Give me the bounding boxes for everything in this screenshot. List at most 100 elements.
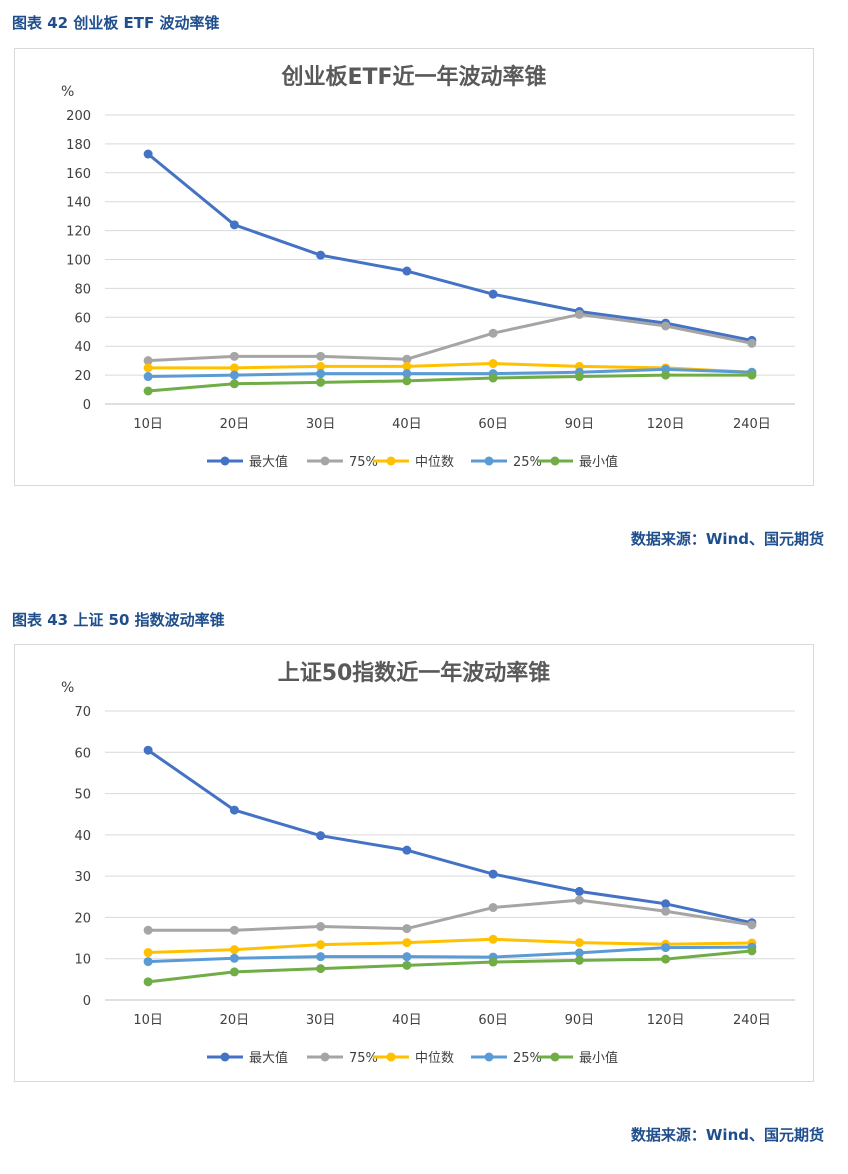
legend-swatch-marker: [320, 456, 330, 466]
y-tick-label: 40: [74, 829, 91, 844]
data-point: [661, 954, 671, 964]
legend-item: 最大值: [207, 454, 288, 470]
figure-caption-2: 图表 43 上证 50 指数波动率锥: [12, 611, 225, 629]
data-point: [574, 309, 584, 319]
series-line: [148, 945, 752, 964]
data-point: [661, 370, 671, 380]
data-point: [143, 957, 153, 967]
data-point: [402, 924, 412, 934]
series-3: [143, 359, 757, 377]
legend-label: 中位数: [415, 455, 454, 470]
y-tick-label: 20: [74, 911, 91, 926]
data-point: [143, 948, 153, 958]
y-tick-label: 100: [66, 254, 91, 269]
chart-2-svg: 上证50指数近一年波动率锥% 0 10 20 30 40 50 60 70 10日 20日 30日 40…: [61, 660, 795, 1066]
chart-title: 创业板ETF近一年波动率锥: [280, 64, 546, 90]
x-tick-label: 120日: [647, 1013, 685, 1028]
series-line: [148, 898, 753, 932]
y-tick-label: 160: [66, 167, 91, 182]
data-point: [661, 906, 671, 916]
series-4: [143, 942, 757, 967]
data-point: [229, 363, 239, 373]
data-point: [316, 351, 326, 361]
data-point: [488, 289, 498, 299]
data-point: [488, 359, 498, 369]
y-tick-label: 120: [66, 225, 91, 240]
chart-frame-1: 创业板ETF近一年波动率锥% 0 20 40 60 80 100 120 140 160 180 20…: [14, 48, 814, 486]
data-point: [229, 379, 239, 389]
legend-label: 最大值: [249, 454, 288, 470]
data-point: [402, 376, 412, 386]
series-line: [147, 748, 753, 925]
data-point: [143, 386, 153, 396]
data-point: [574, 955, 584, 965]
legend-label: 中位数: [415, 1051, 454, 1066]
data-point: [488, 328, 498, 338]
data-point: [574, 895, 584, 905]
legend-label: 25%: [513, 1051, 542, 1066]
legend-swatch-marker: [550, 1052, 560, 1062]
legend-swatch-marker: [484, 456, 494, 466]
data-point: [402, 952, 412, 962]
y-tick-label: 180: [66, 138, 91, 153]
x-tick-label: 40日: [392, 1013, 422, 1028]
data-point: [229, 805, 239, 815]
y-tick-label: 20: [74, 369, 91, 384]
legend-item: 中位数: [373, 1051, 454, 1066]
y-tick-label: 0: [83, 398, 91, 413]
legend-swatch-marker: [484, 1052, 494, 1062]
data-point: [316, 831, 326, 841]
data-point: [316, 922, 326, 932]
y-tick-label: 60: [74, 311, 91, 326]
data-point: [488, 957, 498, 967]
x-tick-label: 60日: [478, 1013, 508, 1028]
y-tick-label: 50: [74, 788, 91, 803]
series-line: [148, 367, 752, 379]
x-tick-label: 30日: [306, 417, 336, 432]
legend-item: 中位数: [373, 455, 454, 470]
data-point: [229, 351, 239, 361]
data-point: [402, 361, 412, 371]
data-point: [143, 745, 153, 755]
series-line: [147, 152, 753, 342]
data-point: [402, 266, 412, 276]
legend-swatch-marker: [320, 1052, 330, 1062]
legend-label: 最大值: [249, 1050, 288, 1066]
data-point: [229, 925, 239, 935]
x-tick-label: 30日: [306, 1013, 336, 1028]
legend-label: 25%: [513, 455, 542, 470]
data-point: [143, 372, 153, 382]
legend-label: 最小值: [579, 454, 618, 470]
data-point: [143, 925, 153, 935]
figure-caption-1: 图表 42 创业板 ETF 波动率锥: [12, 14, 220, 32]
chart-1-svg: 创业板ETF近一年波动率锥% 0 20 40 60 80 100 120 140 160 180 20…: [61, 64, 795, 470]
series-1: [143, 149, 757, 345]
y-tick-label: 0: [83, 994, 91, 1009]
y-tick-label: 40: [74, 340, 91, 355]
series-line: [148, 312, 753, 363]
data-point: [488, 903, 498, 913]
data-point: [661, 899, 671, 909]
x-tick-label: 240日: [733, 1013, 771, 1028]
series-5: [143, 946, 757, 987]
data-point: [143, 363, 153, 373]
legend-swatch-marker: [386, 456, 396, 466]
series-1: [143, 745, 757, 928]
y-axis-unit: %: [61, 680, 74, 696]
data-point: [747, 370, 757, 380]
data-point: [402, 938, 412, 948]
data-point: [316, 940, 326, 950]
y-tick-label: 30: [74, 870, 91, 885]
legend-swatch-marker: [386, 1052, 396, 1062]
data-point: [574, 938, 584, 948]
chart-frame-2: 上证50指数近一年波动率锥% 0 10 20 30 40 50 60 70 10日 20日 30日 40…: [14, 644, 814, 1082]
data-point: [229, 967, 239, 977]
series-5: [143, 370, 757, 396]
y-tick-label: 70: [74, 705, 91, 720]
data-point: [402, 845, 412, 855]
legend-item: 75%: [307, 455, 378, 470]
series-2: [143, 895, 757, 935]
legend-label: 最小值: [579, 1050, 618, 1066]
data-point: [402, 354, 412, 364]
legend-item: 25%: [471, 455, 542, 470]
